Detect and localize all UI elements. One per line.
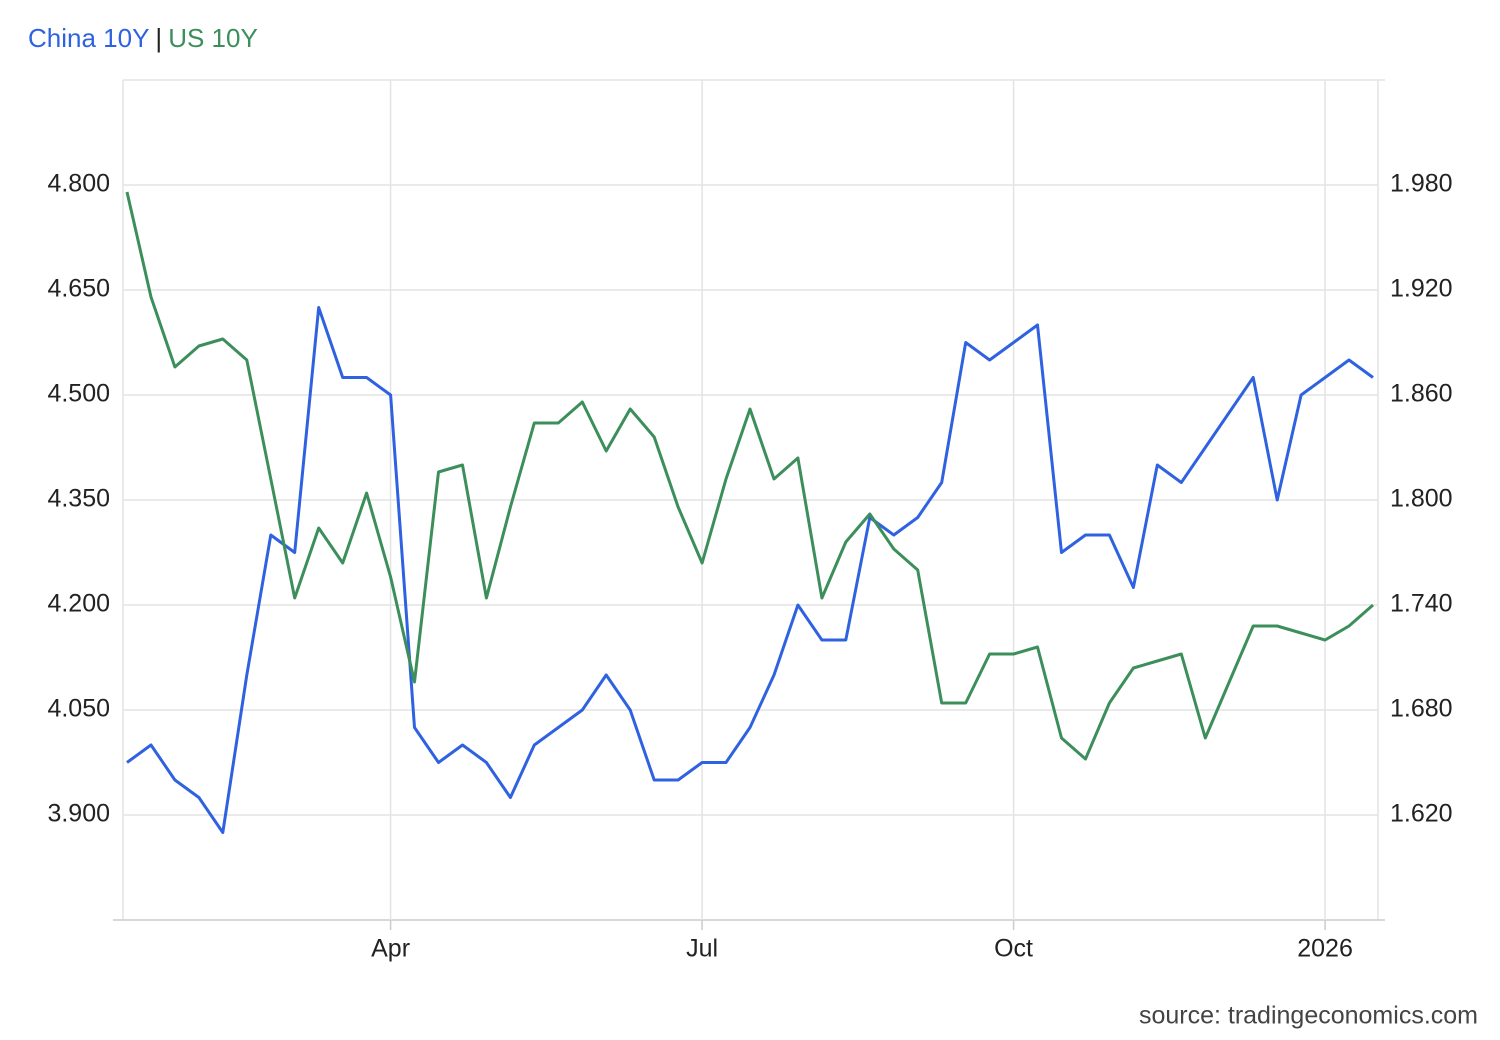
y2-tick-label: 1.860 <box>1390 380 1453 408</box>
y-tick-label: 3.900 <box>47 800 110 828</box>
legend-separator: | <box>155 23 162 53</box>
y-tick-label: 4.050 <box>47 695 110 723</box>
series-line <box>126 306 1374 834</box>
legend-entry: China 10Y <box>28 23 149 53</box>
y-tick-label: 4.350 <box>47 485 110 513</box>
y-tick-label: 4.650 <box>47 275 110 303</box>
x-tick-label: Jul <box>686 935 718 963</box>
series-line <box>125 191 1374 761</box>
legend: China 10Y | US 10Y <box>28 23 258 53</box>
y2-tick-label: 1.680 <box>1390 695 1453 723</box>
y2-tick-label: 1.980 <box>1390 170 1453 198</box>
y-tick-label: 4.500 <box>47 380 110 408</box>
x-tick-label: 2026 <box>1297 935 1353 963</box>
y-tick-label: 4.800 <box>47 170 110 198</box>
source: source: tradingeconomics.com <box>1139 1002 1478 1030</box>
x-tick-label: Oct <box>994 935 1033 963</box>
legend-entry: US 10Y <box>168 23 258 53</box>
y2-tick-label: 1.740 <box>1390 590 1453 618</box>
y-tick-label: 4.200 <box>47 590 110 618</box>
y2-tick-label: 1.800 <box>1390 485 1453 513</box>
y2-tick-label: 1.920 <box>1390 275 1453 303</box>
y2-tick-label: 1.620 <box>1390 800 1453 828</box>
x-tick-label: Apr <box>371 935 410 963</box>
